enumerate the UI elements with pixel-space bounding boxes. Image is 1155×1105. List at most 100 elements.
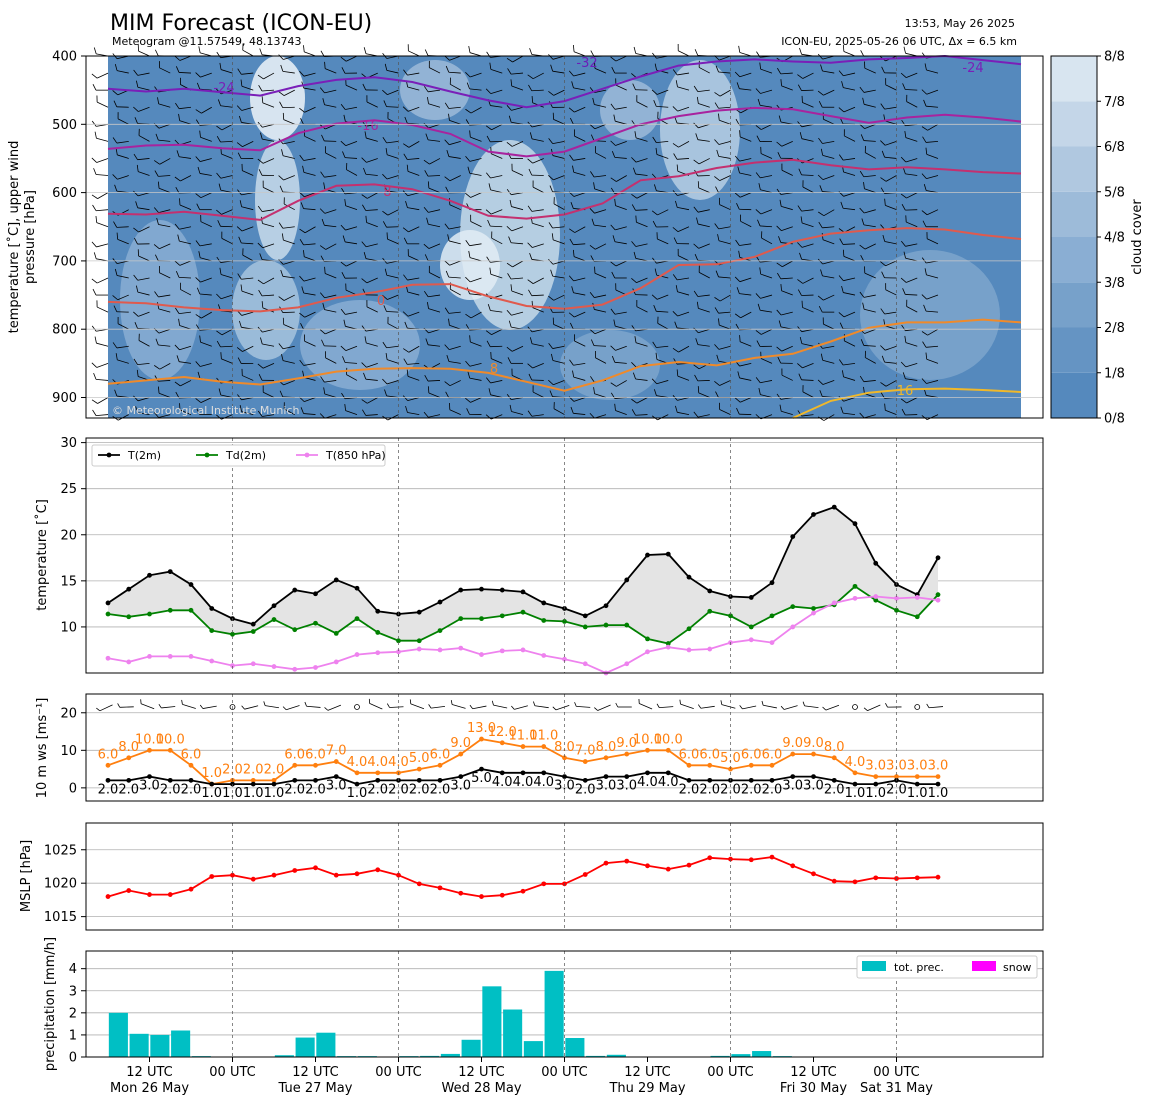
wind-barb-shaft	[449, 120, 461, 125]
wind-data-label: 3.0	[782, 779, 803, 794]
wind-data-label: 9.0	[616, 736, 637, 751]
upper-wind-barb	[614, 403, 627, 415]
wind-barb-flag	[340, 261, 347, 267]
wind-barb-shaft	[740, 397, 752, 403]
wind-barb-shaft	[656, 345, 669, 348]
wind-barb-flag	[860, 254, 865, 262]
wind-barb-flag	[158, 266, 160, 273]
upper-wind-barb	[133, 274, 150, 281]
upper-wind-barb	[610, 224, 627, 231]
upper-wind-barb	[340, 224, 358, 231]
wind-barb-shaft	[324, 175, 337, 178]
wind-barb-flag	[529, 132, 533, 139]
upper-wind-barb	[802, 180, 814, 193]
upper-wind-barb	[94, 336, 109, 347]
time-tick-label: 12 UTC	[624, 1065, 670, 1080]
surface-wind-barb	[822, 704, 840, 711]
upper-wind-barb	[672, 69, 690, 76]
wind-barb-flag	[386, 232, 388, 240]
upper-wind-barb	[158, 266, 171, 279]
wind-barb-shaft	[780, 277, 793, 280]
wind-barb-shaft	[387, 294, 399, 300]
wind-barb-shaft	[512, 55, 524, 63]
wind-barb-flag	[696, 96, 699, 104]
wind-barb-flag	[651, 89, 658, 95]
wind-barb-flag	[799, 336, 803, 344]
wind-barb-flag	[490, 351, 492, 359]
upper-wind-barb	[278, 54, 295, 60]
wind-barb-flag	[115, 148, 118, 156]
wind-barb-flag	[571, 286, 574, 293]
wind-barb-flag	[364, 336, 367, 344]
wind-point	[748, 762, 754, 768]
wind-data-label: 4.0	[367, 755, 388, 770]
wind-barb-shaft	[635, 243, 648, 247]
wind-barb-flag	[278, 91, 285, 96]
wind-barb-flag	[278, 54, 284, 60]
upper-wind-barb	[342, 356, 358, 364]
wind-barb-flag	[906, 299, 908, 307]
series-point	[375, 630, 381, 635]
surface-wind-barb	[428, 704, 446, 709]
wind-barb-shaft	[780, 72, 793, 75]
upper-wind-barb	[527, 242, 544, 248]
series-point	[645, 649, 650, 655]
wind-barb-shaft	[96, 243, 109, 248]
surface-wind-barb	[697, 704, 715, 709]
wind-barb-shaft	[843, 397, 856, 402]
isotherm-line	[792, 387, 1022, 419]
wind-barb-flag	[216, 330, 223, 336]
wind-barb-flag	[324, 707, 329, 711]
wind-barb-shaft	[386, 311, 399, 313]
wind-barb-shaft	[241, 226, 254, 232]
wind-barb-shaft	[677, 311, 690, 317]
upper-wind-barb	[864, 145, 876, 159]
mslp-point	[313, 865, 318, 871]
series-point	[624, 622, 630, 628]
upper-wind-barb	[133, 106, 150, 112]
wind-barb-flag	[114, 63, 118, 71]
wind-barb-shaft	[594, 188, 607, 193]
wind-barb-shaft	[680, 703, 694, 710]
precip-bar	[606, 1054, 626, 1057]
upper-wind-barb	[631, 204, 648, 211]
upper-wind-barb	[195, 361, 212, 367]
wind-point	[603, 755, 609, 761]
wind-barb-flag	[657, 111, 659, 119]
legend-label: T(2m)	[127, 449, 161, 462]
upper-wind-barb	[755, 172, 773, 179]
isotherm-label: 8	[490, 362, 498, 377]
wind-barb-flag	[93, 47, 97, 55]
wind-barb-flag	[595, 351, 596, 358]
wind-barb-flag	[921, 331, 928, 336]
wind-barb-shaft	[863, 224, 876, 228]
wind-barb-shaft	[802, 362, 814, 369]
wind-barb-flag	[799, 132, 803, 139]
wind-data-label: 3.0	[326, 779, 347, 794]
upper-wind-barb	[822, 317, 835, 330]
upper-wind-barb	[734, 71, 752, 78]
wind-barb-shaft	[553, 203, 565, 211]
wind-barb-shaft	[677, 411, 690, 415]
wind-barb-flag	[674, 321, 678, 329]
cloud-patch	[255, 140, 300, 260]
upper-wind-barb	[510, 284, 524, 296]
wind-barb-flag	[345, 283, 347, 291]
wind-barb-shaft	[159, 67, 171, 74]
wind-barb-flag	[761, 700, 764, 706]
wind-barb-flag	[241, 368, 243, 376]
wind-barb-shaft	[926, 294, 939, 300]
wind-barb-flag	[299, 70, 305, 77]
copyright-note: © Meteorological Institute Munich	[112, 404, 299, 417]
upper-wind-barb	[818, 305, 835, 313]
upper-wind-barb	[799, 336, 814, 347]
wind-barb-flag	[633, 46, 637, 54]
wind-barb-flag	[859, 170, 865, 177]
wind-barb-flag	[258, 374, 263, 381]
wind-barb-shaft	[574, 106, 586, 113]
wind-barb-shaft	[552, 360, 565, 364]
upper-wind-barb	[900, 361, 918, 368]
wind-barb-shaft	[843, 51, 856, 57]
wind-barb-flag	[880, 261, 886, 267]
wind-barb-shaft	[761, 123, 773, 130]
